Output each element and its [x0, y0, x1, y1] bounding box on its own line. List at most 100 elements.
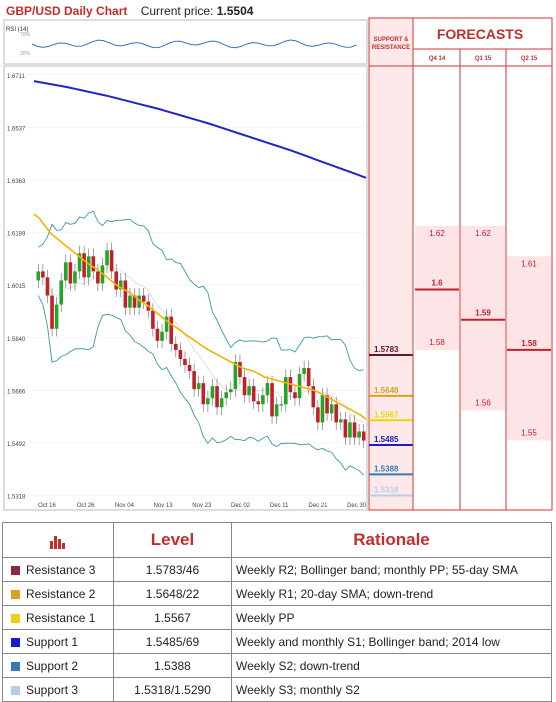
candle: [242, 377, 247, 396]
candle: [192, 371, 196, 390]
color-swatch: [11, 613, 20, 623]
rsi-tick-70: 70%: [20, 32, 31, 38]
bollinger-mid: [38, 267, 364, 423]
level-value: 1.5388: [113, 653, 232, 678]
candle: [178, 349, 183, 359]
level-rationale: Weekly and monthly S1; Bollinger band; 2…: [231, 629, 552, 654]
forecast-value: 1.59: [475, 309, 491, 318]
candle: [219, 398, 224, 408]
candle: [151, 310, 155, 329]
level-rationale: Weekly R1; 20-day SMA; down-trend: [231, 581, 552, 606]
level-rationale: Weekly PP: [231, 605, 552, 630]
x-tick-label: Dec 21: [308, 503, 328, 509]
candle: [141, 295, 146, 302]
y-tick-label: 1.6189: [7, 231, 26, 237]
price-label: Current price:: [140, 4, 214, 18]
sma55-line: [33, 80, 367, 179]
color-swatch: [11, 589, 20, 599]
candle: [183, 358, 187, 366]
table-row: Support 2 1.5388 Weekly S2; down-trend: [2, 653, 552, 678]
forecast-value: 1.55: [521, 429, 537, 438]
candle: [206, 398, 210, 405]
candle: [293, 392, 297, 399]
color-swatch: [11, 661, 20, 671]
candle: [338, 419, 343, 423]
candle: [54, 304, 59, 329]
candle: [86, 256, 91, 278]
candle: [215, 386, 219, 408]
forecast-value: 1.62: [475, 229, 491, 238]
sr-level-value: 1.5388: [374, 464, 399, 473]
candle: [361, 431, 366, 441]
forecast-column-name: Q2 15: [521, 56, 538, 62]
candle: [238, 362, 242, 378]
candle: [105, 250, 109, 266]
candle: [306, 368, 311, 387]
candle: [137, 295, 141, 308]
y-tick-label: 1.6537: [7, 126, 26, 132]
candle: [132, 295, 137, 308]
level-name-cell: Resistance 1: [2, 605, 114, 630]
price-panel: [3, 65, 368, 511]
candle: [187, 365, 192, 372]
x-tick-label: Dec 30: [347, 503, 367, 509]
candle: [50, 295, 54, 329]
candle: [114, 271, 119, 290]
bollinger-lower: [37, 295, 365, 476]
candle: [63, 262, 68, 281]
candle: [59, 280, 64, 305]
x-tick-label: Oct 16: [38, 503, 56, 509]
candle: [164, 316, 169, 332]
forecast-range: [507, 256, 551, 441]
level-rationale: Weekly S2; down-trend: [231, 653, 552, 678]
chart-header: GBP/USD Daily Chart Current price: 1.550…: [6, 4, 253, 18]
forecast-value: 1.58: [429, 338, 445, 347]
candle: [279, 404, 284, 406]
color-swatch: [11, 637, 20, 647]
forecast-range: [461, 226, 505, 411]
candle: [73, 271, 77, 284]
levels-table: Level Rationale Resistance 3 1.5783/46 Wee…: [2, 522, 552, 702]
level-name: Resistance 3: [26, 562, 96, 577]
bollinger-upper: [38, 210, 364, 372]
y-tick-label: 1.6015: [7, 284, 26, 290]
candle: [316, 407, 320, 423]
chart-svg: RSI (14) 70% 30% 1.6711 1.6537 1.6363 1.618…: [3, 17, 553, 511]
level-name: Support 1: [26, 634, 79, 649]
bar-chart-icon: [50, 535, 65, 549]
color-swatch: [11, 685, 20, 695]
forecast-range: [415, 226, 459, 350]
x-tick-label: Dec 11: [270, 503, 289, 509]
rsi-label: RSI (14): [6, 27, 28, 33]
level-name-cell: Resistance 3: [2, 557, 114, 582]
current-price: 1.5504: [216, 4, 254, 18]
level-name: Resistance 1: [26, 610, 96, 625]
y-tick-label: 1.5318: [7, 495, 26, 501]
candle: [274, 404, 279, 417]
candle: [261, 395, 265, 405]
color-swatch: [11, 565, 20, 575]
candle: [41, 271, 45, 278]
candle: [91, 256, 96, 272]
level-name-cell: Resistance 2: [2, 581, 114, 606]
forecast-value: 1.6: [431, 279, 443, 288]
candle: [352, 422, 357, 438]
forecast-value: 1.56: [475, 398, 491, 407]
level-value: 1.5567: [113, 605, 232, 630]
candle: [109, 250, 114, 272]
y-tick-label: 1.5840: [7, 337, 26, 343]
candle: [233, 362, 238, 390]
table-row: Resistance 3 1.5783/46 Weekly R2; Bollinge…: [2, 557, 552, 582]
candle: [302, 368, 306, 375]
x-tick-label: Nov 04: [115, 503, 135, 509]
candle: [77, 253, 82, 272]
sr-title-2: RESISTANCE: [372, 45, 410, 51]
forecast-value: 1.58: [521, 339, 537, 348]
candle: [68, 262, 73, 284]
level-name: Support 2: [26, 658, 79, 673]
forecast-column-name: Q4 14: [429, 56, 446, 62]
candle: [251, 386, 256, 402]
candle: [329, 404, 334, 414]
candle: [45, 277, 50, 296]
candle: [118, 280, 123, 290]
